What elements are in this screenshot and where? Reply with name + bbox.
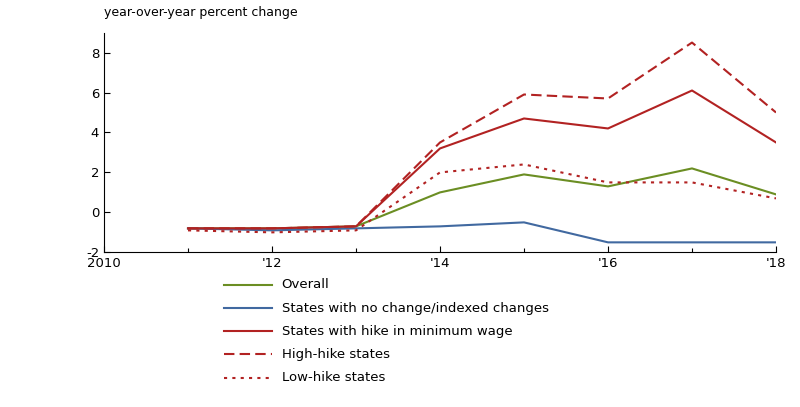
Low-hike states [267,230,277,235]
High-hike states [435,140,445,145]
Overall [267,226,277,231]
Line: States with hike in minimum wage: States with hike in minimum wage [188,90,776,228]
Line: Overall: Overall [188,168,776,228]
High-hike states [519,92,529,97]
States with hike in minimum wage [687,88,697,93]
Low-hike states [183,228,193,233]
Text: States with hike in minimum wage: States with hike in minimum wage [282,325,512,338]
High-hike states [267,226,277,231]
States with no change/indexed changes [519,220,529,225]
Text: States with no change/indexed changes: States with no change/indexed changes [282,302,549,315]
Overall [351,224,361,229]
States with no change/indexed changes [267,228,277,233]
Line: High-hike states: High-hike states [188,43,776,228]
Overall [771,192,781,197]
Low-hike states [351,228,361,233]
High-hike states [687,40,697,45]
Overall [519,172,529,177]
States with hike in minimum wage [519,116,529,121]
Overall [687,166,697,171]
Text: Low-hike states: Low-hike states [282,371,385,384]
States with hike in minimum wage [771,140,781,145]
States with no change/indexed changes [687,240,697,245]
Text: High-hike states: High-hike states [282,348,390,361]
States with hike in minimum wage [435,146,445,151]
Low-hike states [771,196,781,201]
States with hike in minimum wage [351,224,361,229]
Low-hike states [435,170,445,175]
Low-hike states [519,162,529,167]
High-hike states [183,226,193,231]
States with hike in minimum wage [603,126,613,131]
States with no change/indexed changes [435,224,445,229]
High-hike states [771,110,781,115]
States with no change/indexed changes [183,226,193,231]
States with no change/indexed changes [351,226,361,231]
Text: year-over-year percent change: year-over-year percent change [104,7,298,20]
Text: Overall: Overall [282,278,330,291]
States with hike in minimum wage [183,226,193,231]
Low-hike states [603,180,613,185]
Overall [183,226,193,231]
States with hike in minimum wage [267,226,277,231]
States with no change/indexed changes [603,240,613,245]
High-hike states [603,96,613,101]
Overall [435,190,445,195]
High-hike states [351,224,361,229]
Line: Low-hike states: Low-hike states [188,164,776,232]
Low-hike states [687,180,697,185]
States with no change/indexed changes [771,240,781,245]
Overall [603,184,613,189]
Line: States with no change/indexed changes: States with no change/indexed changes [188,222,776,242]
